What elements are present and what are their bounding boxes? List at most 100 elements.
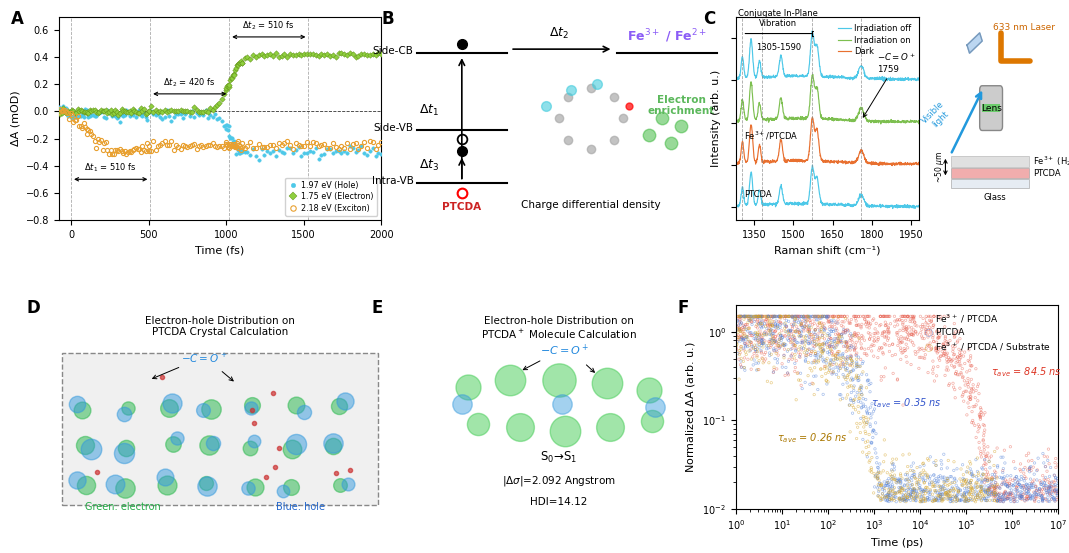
- Fe$^{3+}$ / PTCDA: [809, 312, 826, 321]
- PTCDA: [1031, 484, 1048, 493]
- Fe$^{3+}$ / PTCDA: [785, 335, 802, 343]
- Fe$^{3+}$ / PTCDA: [831, 330, 848, 339]
- Fe$^{3+}$ / PTCDA: [874, 312, 892, 321]
- PTCDA: [947, 481, 964, 489]
- Fe$^{3+}$ / PTCDA: [880, 323, 897, 332]
- Fe$^{3+}$ / PTCDA: [874, 348, 892, 357]
- 2.18 eV (Exciton): [275, 142, 288, 149]
- Fe$^{3+}$ / PTCDA: [843, 335, 861, 344]
- PTCDA: [760, 312, 777, 321]
- PTCDA: [979, 486, 996, 494]
- Fe$^{3+}$ / PTCDA / Substrate: [738, 312, 755, 321]
- Fe$^{3+}$ / PTCDA: [856, 349, 873, 358]
- PTCDA: [766, 320, 784, 328]
- Fe$^{3+}$ / PTCDA / Substrate: [749, 328, 766, 337]
- Fe$^{3+}$ / PTCDA / Substrate: [763, 321, 780, 330]
- PTCDA: [775, 341, 792, 349]
- PTCDA: [904, 487, 921, 496]
- Fe$^{3+}$ / PTCDA / Substrate: [870, 476, 887, 484]
- Fe$^{3+}$ / PTCDA: [905, 315, 923, 324]
- Fe$^{3+}$ / PTCDA / Substrate: [792, 320, 809, 329]
- Fe$^{3+}$ / PTCDA / Substrate: [934, 485, 951, 494]
- Fe$^{3+}$ / PTCDA: [873, 343, 890, 352]
- PTCDA: [801, 340, 818, 348]
- PTCDA: [1007, 474, 1024, 483]
- Fe$^{3+}$ / PTCDA: [1008, 483, 1025, 492]
- Fe$^{3+}$ / PTCDA: [997, 493, 1014, 502]
- PTCDA: [995, 494, 1012, 503]
- Line: Irradiation on: Irradiation on: [735, 74, 919, 124]
- PTCDA: [926, 496, 943, 505]
- Fe$^{3+}$ / PTCDA / Substrate: [894, 484, 911, 493]
- PTCDA: [925, 493, 942, 502]
- Fe$^{3+}$ / PTCDA / Substrate: [917, 483, 934, 492]
- PTCDA: [820, 335, 837, 344]
- Fe$^{3+}$ / PTCDA / Substrate: [737, 325, 754, 333]
- PTCDA: [1006, 495, 1023, 504]
- Irradiation off: [841, 76, 854, 82]
- PTCDA: [808, 358, 825, 367]
- Text: Electron
enrichment: Electron enrichment: [648, 95, 715, 116]
- Fe$^{3+}$ / PTCDA / Substrate: [814, 333, 831, 342]
- Fe$^{3+}$ / PTCDA / Substrate: [757, 322, 774, 331]
- PTCDA: [848, 363, 865, 372]
- PTCDA: [777, 327, 794, 336]
- PTCDA: [1034, 497, 1051, 506]
- PTCDA: [872, 495, 889, 504]
- PTCDA: [1040, 497, 1057, 505]
- Fe$^{3+}$ / PTCDA: [894, 348, 911, 357]
- Fe$^{3+}$ / PTCDA / Substrate: [831, 338, 848, 347]
- Fe$^{3+}$ / PTCDA / Substrate: [986, 482, 1003, 491]
- PTCDA: [793, 343, 810, 352]
- PTCDA: [752, 318, 769, 327]
- Fe$^{3+}$ / PTCDA / Substrate: [814, 347, 831, 356]
- PTCDA: [1045, 495, 1063, 504]
- Fe$^{3+}$ / PTCDA / Substrate: [814, 348, 831, 357]
- PTCDA: [931, 471, 948, 480]
- PTCDA: [763, 336, 780, 345]
- PTCDA: [883, 490, 900, 499]
- Fe$^{3+}$ / PTCDA / Substrate: [929, 491, 946, 500]
- Fe$^{3+}$ / PTCDA / Substrate: [731, 325, 748, 334]
- Fe$^{3+}$ / PTCDA / Substrate: [842, 375, 859, 384]
- Fe$^{3+}$ / PTCDA: [778, 322, 795, 331]
- Fe$^{3+}$ / PTCDA: [1012, 460, 1029, 468]
- PTCDA: [1007, 489, 1024, 498]
- Fe$^{3+}$ / PTCDA / Substrate: [748, 330, 765, 338]
- PTCDA: [881, 488, 898, 497]
- Fe$^{3+}$ / PTCDA: [803, 349, 820, 358]
- 1.75 eV (Electron): [112, 112, 125, 118]
- Fe$^{3+}$ / PTCDA / Substrate: [916, 494, 933, 503]
- PTCDA: [1041, 490, 1058, 499]
- Fe$^{3+}$ / PTCDA: [960, 346, 977, 354]
- Fe$^{3+}$ / PTCDA / Substrate: [956, 493, 973, 502]
- PTCDA: [994, 492, 1011, 501]
- Text: Lens: Lens: [980, 103, 1002, 113]
- Fe$^{3+}$ / PTCDA: [753, 338, 770, 347]
- PTCDA: [881, 483, 898, 492]
- PTCDA: [1043, 490, 1060, 499]
- PTCDA: [815, 390, 832, 399]
- Fe$^{3+}$ / PTCDA / Substrate: [940, 491, 957, 500]
- Fe$^{3+}$ / PTCDA: [781, 327, 799, 336]
- Fe$^{3+}$ / PTCDA / Substrate: [915, 487, 932, 496]
- Fe$^{3+}$ / PTCDA: [866, 337, 883, 346]
- Fe$^{3+}$ / PTCDA: [734, 312, 752, 321]
- PTCDA: [898, 495, 915, 504]
- Fe$^{3+}$ / PTCDA: [940, 312, 957, 321]
- Fe$^{3+}$ / PTCDA / Substrate: [878, 492, 895, 501]
- Fe$^{3+}$ / PTCDA / Substrate: [760, 341, 777, 350]
- Fe$^{3+}$ / PTCDA / Substrate: [899, 493, 916, 502]
- Fe$^{3+}$ / PTCDA: [762, 312, 779, 321]
- Fe$^{3+}$ / PTCDA: [998, 494, 1016, 503]
- Line: Dark: Dark: [735, 117, 919, 165]
- Fe$^{3+}$ / PTCDA: [959, 378, 976, 387]
- Fe$^{3+}$ / PTCDA: [1001, 479, 1018, 488]
- Fe$^{3+}$ / PTCDA / Substrate: [741, 314, 758, 323]
- PTCDA: [804, 312, 821, 321]
- Fe$^{3+}$ / PTCDA: [923, 317, 940, 326]
- Fe$^{3+}$ / PTCDA: [839, 312, 856, 321]
- Irradiation on: [869, 117, 882, 124]
- PTCDA: [956, 488, 973, 497]
- Fe$^{3+}$ / PTCDA: [888, 316, 905, 325]
